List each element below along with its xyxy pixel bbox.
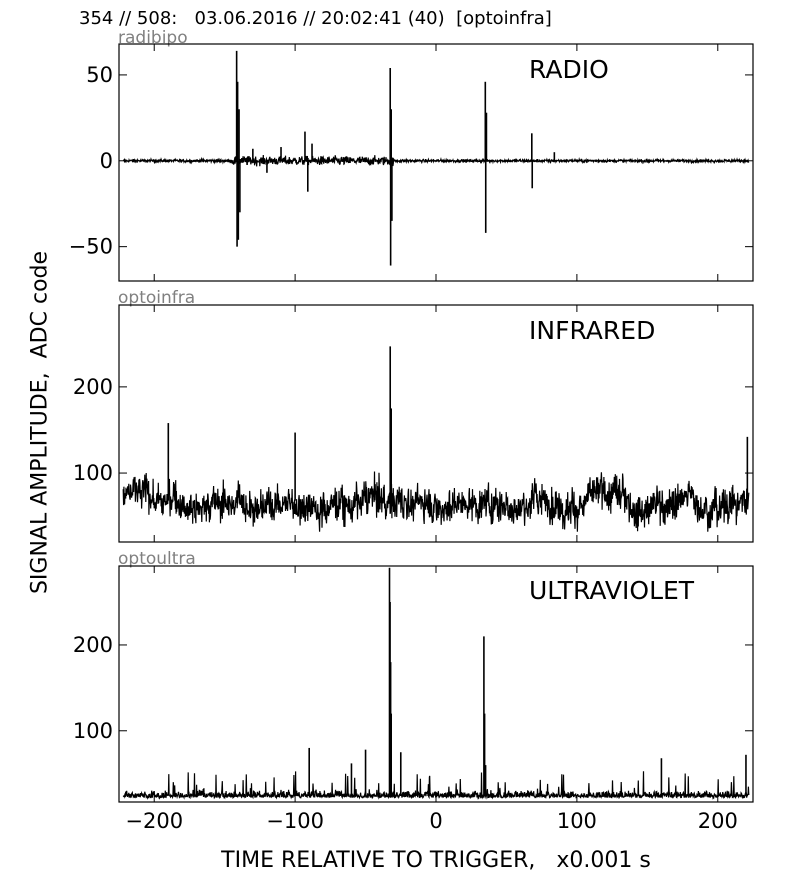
y-tick-label: 100 (73, 461, 113, 485)
signal-trace (122, 154, 750, 167)
panel-radio-title: RADIO (529, 55, 609, 84)
panel-frame (118, 565, 754, 803)
panel-radio-id: radibipo (118, 28, 188, 48)
x-tick-label: −200 (125, 809, 183, 833)
panel-radibipo: −50 0 50 (69, 43, 754, 282)
y-tick-label: 0 (100, 149, 113, 173)
x-tick-label: 0 (429, 809, 442, 833)
x-tick-label: 100 (557, 809, 597, 833)
y-tick-label: 200 (73, 633, 113, 657)
y-tick-label: −50 (69, 235, 113, 259)
y-tick-label: 100 (73, 719, 113, 743)
y-tick-label: 200 (73, 375, 113, 399)
x-axis-label: TIME RELATIVE TO TRIGGER, x0.001 s (221, 848, 651, 873)
panel-optoinfra: 100 200 (73, 304, 754, 543)
x-tick-label: −100 (266, 809, 324, 833)
panel-infrared-id: optoinfra (118, 288, 196, 308)
y-tick-label: 50 (86, 63, 113, 87)
panel-infrared-title: INFRARED (529, 316, 656, 345)
signal-trace (122, 471, 750, 532)
x-tick-label: 200 (698, 809, 738, 833)
panel-ultraviolet-title: ULTRAVIOLET (529, 576, 695, 605)
signal-trace (122, 771, 750, 801)
figure-title: 354 // 508: 03.06.2016 // 20:02:41 (40) … (79, 8, 552, 29)
panel-optoultra: 100 200 (73, 565, 754, 803)
panel-ultraviolet-id: optoultra (118, 549, 196, 569)
